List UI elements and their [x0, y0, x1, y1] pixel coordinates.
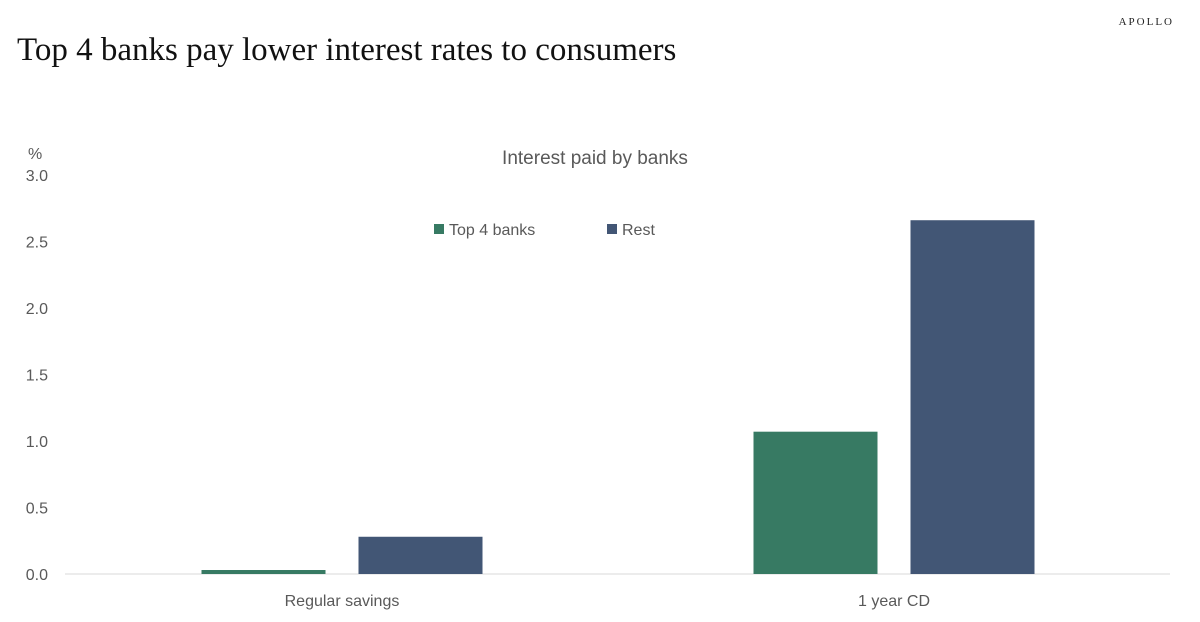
y-tick-label: 0.5 — [26, 501, 48, 518]
legend-swatch — [607, 224, 617, 234]
bars-group — [201, 220, 1035, 574]
brand-logo: APOLLO — [1118, 16, 1174, 28]
x-axis-labels: Regular savings 1 year CD — [285, 593, 930, 610]
bar-rest-1 — [910, 220, 1035, 574]
x-tick-label: 1 year CD — [858, 593, 930, 610]
legend: Top 4 banks Rest — [434, 222, 655, 239]
y-tick-label: 2.5 — [26, 235, 48, 252]
legend-label: Top 4 banks — [449, 222, 535, 239]
y-tick-label: 0.0 — [26, 567, 48, 584]
legend-label: Rest — [622, 222, 655, 239]
y-tick-label: 1.0 — [26, 434, 48, 451]
y-tick-label: 2.0 — [26, 301, 48, 318]
x-tick-label: Regular savings — [285, 593, 400, 610]
page-title: Top 4 banks pay lower interest rates to … — [17, 32, 677, 68]
y-axis-ticks: 0.0 0.5 1.0 1.5 2.0 2.5 3.0 — [26, 168, 48, 584]
bar-top4-0 — [201, 570, 326, 574]
legend-swatch — [434, 224, 444, 234]
bar-rest-0 — [358, 536, 483, 574]
chart-title: Interest paid by banks — [502, 148, 688, 169]
y-tick-label: 1.5 — [26, 368, 48, 385]
y-tick-label: 3.0 — [26, 168, 48, 185]
bar-top4-1 — [753, 431, 878, 574]
y-axis-label: % — [28, 146, 42, 163]
